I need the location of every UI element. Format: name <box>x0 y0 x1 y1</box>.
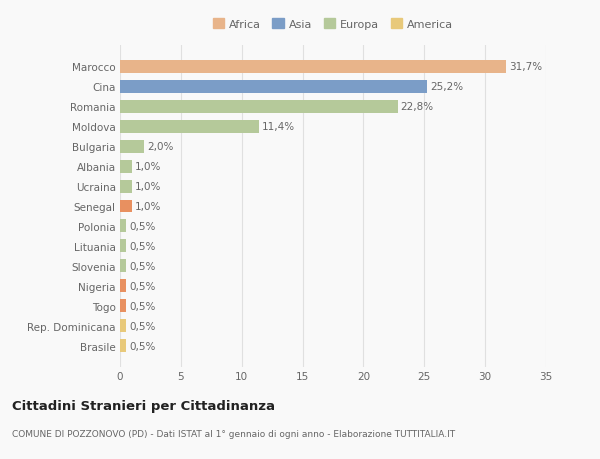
Bar <box>120 101 398 113</box>
Bar <box>120 260 126 273</box>
Bar <box>120 160 132 173</box>
Text: 0,5%: 0,5% <box>129 261 155 271</box>
Text: 22,8%: 22,8% <box>401 102 434 112</box>
Bar <box>120 140 145 153</box>
Bar <box>120 320 126 333</box>
Legend: Africa, Asia, Europa, America: Africa, Asia, Europa, America <box>209 16 457 34</box>
Text: Cittadini Stranieri per Cittadinanza: Cittadini Stranieri per Cittadinanza <box>12 399 275 412</box>
Bar <box>120 120 259 133</box>
Bar <box>120 180 132 193</box>
Bar <box>120 61 506 73</box>
Text: 31,7%: 31,7% <box>509 62 542 72</box>
Text: COMUNE DI POZZONOVO (PD) - Dati ISTAT al 1° gennaio di ogni anno - Elaborazione : COMUNE DI POZZONOVO (PD) - Dati ISTAT al… <box>12 429 455 438</box>
Text: 0,5%: 0,5% <box>129 281 155 291</box>
Bar <box>120 80 427 93</box>
Bar <box>120 300 126 313</box>
Text: 0,5%: 0,5% <box>129 241 155 252</box>
Text: 2,0%: 2,0% <box>148 142 174 152</box>
Text: 0,5%: 0,5% <box>129 301 155 311</box>
Text: 1,0%: 1,0% <box>135 182 161 191</box>
Text: 1,0%: 1,0% <box>135 162 161 172</box>
Text: 0,5%: 0,5% <box>129 222 155 231</box>
Bar <box>120 280 126 293</box>
Text: 25,2%: 25,2% <box>430 82 463 92</box>
Bar <box>120 200 132 213</box>
Text: 11,4%: 11,4% <box>262 122 295 132</box>
Text: 0,5%: 0,5% <box>129 341 155 351</box>
Text: 0,5%: 0,5% <box>129 321 155 331</box>
Bar <box>120 240 126 253</box>
Bar <box>120 340 126 353</box>
Bar <box>120 220 126 233</box>
Text: 1,0%: 1,0% <box>135 202 161 212</box>
